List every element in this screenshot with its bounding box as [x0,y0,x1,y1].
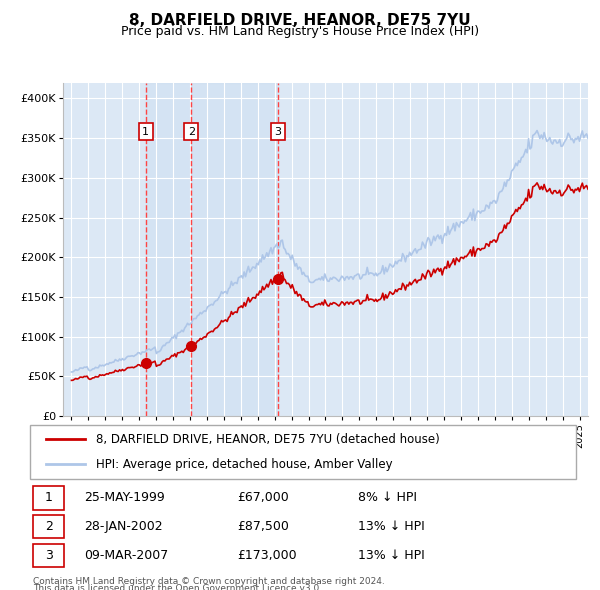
FancyBboxPatch shape [33,543,64,567]
Text: Contains HM Land Registry data © Crown copyright and database right 2024.: Contains HM Land Registry data © Crown c… [33,577,385,586]
Bar [191,83,278,416]
Text: 1: 1 [44,491,53,504]
Text: 3: 3 [44,549,53,562]
Text: 8, DARFIELD DRIVE, HEANOR, DE75 7YU: 8, DARFIELD DRIVE, HEANOR, DE75 7YU [129,13,471,28]
Text: 8% ↓ HPI: 8% ↓ HPI [358,491,416,504]
Text: 13% ↓ HPI: 13% ↓ HPI [358,549,424,562]
FancyBboxPatch shape [33,486,64,510]
Text: 2: 2 [44,520,53,533]
Text: £67,000: £67,000 [238,491,289,504]
Text: 1: 1 [142,127,149,137]
Text: HPI: Average price, detached house, Amber Valley: HPI: Average price, detached house, Ambe… [95,458,392,471]
Text: 8, DARFIELD DRIVE, HEANOR, DE75 7YU (detached house): 8, DARFIELD DRIVE, HEANOR, DE75 7YU (det… [95,433,439,446]
Text: 3: 3 [274,127,281,137]
Bar [146,83,191,416]
Text: 13% ↓ HPI: 13% ↓ HPI [358,520,424,533]
FancyBboxPatch shape [30,425,576,479]
Text: 28-JAN-2002: 28-JAN-2002 [85,520,163,533]
Text: £173,000: £173,000 [238,549,297,562]
Text: This data is licensed under the Open Government Licence v3.0.: This data is licensed under the Open Gov… [33,584,322,590]
FancyBboxPatch shape [33,515,64,538]
Text: 09-MAR-2007: 09-MAR-2007 [85,549,169,562]
Text: 2: 2 [188,127,195,137]
Text: £87,500: £87,500 [238,520,289,533]
Text: Price paid vs. HM Land Registry's House Price Index (HPI): Price paid vs. HM Land Registry's House … [121,25,479,38]
Text: 25-MAY-1999: 25-MAY-1999 [85,491,166,504]
